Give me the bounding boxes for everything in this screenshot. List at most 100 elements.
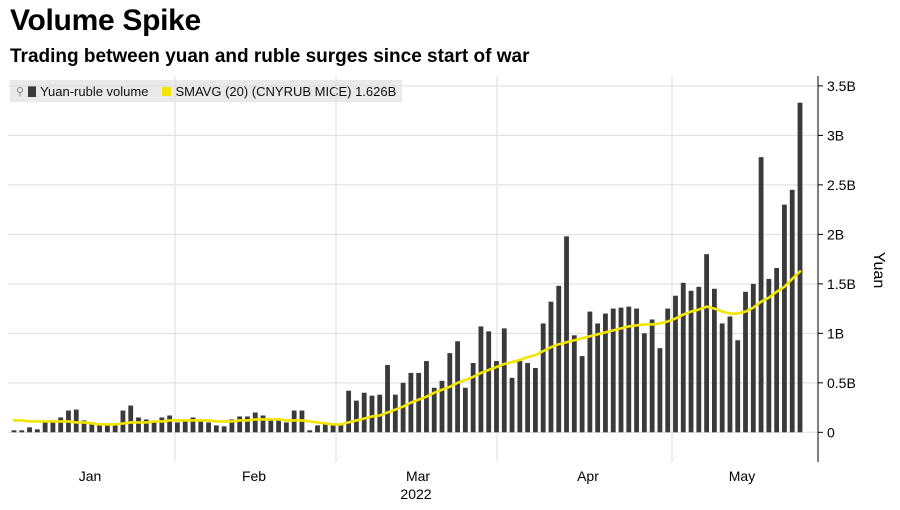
volume-bar	[104, 424, 110, 433]
volume-bar	[564, 236, 569, 433]
volume-bar	[782, 204, 787, 433]
line-swatch-icon	[162, 86, 172, 96]
volume-bar	[97, 424, 103, 433]
y-tick-label: 3B	[827, 127, 844, 143]
y-tick-label: 2.5B	[827, 177, 856, 193]
volume-bar	[322, 424, 328, 433]
volume-bar	[283, 422, 289, 433]
volume-bar	[486, 331, 492, 433]
y-tick-label: 2B	[827, 226, 844, 242]
volume-bar	[377, 394, 383, 433]
volume-bar	[252, 412, 258, 433]
volume-bar	[711, 288, 717, 433]
volume-bar	[237, 416, 243, 433]
volume-bar	[587, 311, 593, 433]
y-axis-label: Yuan	[870, 252, 887, 288]
volume-bar	[268, 420, 274, 433]
volume-bar	[571, 335, 577, 433]
volume-bar	[649, 319, 655, 433]
volume-bar	[665, 308, 671, 433]
volume-bar	[58, 417, 64, 433]
volume-bar	[618, 307, 624, 433]
volume-bar	[361, 392, 367, 433]
volume-bar	[128, 405, 134, 433]
volume-bar	[743, 291, 748, 433]
y-tick-label: 1B	[827, 325, 844, 341]
y-tick-label: 0	[827, 424, 835, 440]
volume-bar	[447, 353, 453, 433]
volume-bar	[330, 423, 336, 433]
volume-bar	[789, 189, 795, 433]
volume-bar	[369, 395, 375, 433]
volume-bar	[385, 365, 390, 433]
volume-bar	[696, 286, 702, 433]
legend-item-smavg: SMAVG (20) (CNYRUB MICE) 1.626B	[162, 84, 396, 99]
y-tick-label: 1.5B	[827, 276, 856, 292]
volume-bar	[354, 400, 359, 433]
volume-bar	[167, 415, 173, 433]
volume-bar	[42, 422, 48, 433]
volume-bar	[245, 416, 250, 433]
volume-bar	[688, 290, 694, 433]
volume-bar	[525, 363, 531, 433]
volume-bar	[750, 283, 756, 433]
volume-bar	[190, 417, 196, 433]
volume-bar	[455, 341, 460, 433]
volume-bar	[112, 423, 118, 433]
volume-bar	[758, 157, 764, 433]
volume-bar	[416, 372, 422, 433]
volume-bar	[478, 326, 484, 433]
volume-bar	[603, 313, 608, 433]
x-tick-label: May	[729, 468, 755, 484]
volume-bar	[159, 417, 165, 433]
volume-bar	[260, 415, 266, 433]
legend-label-smavg: SMAVG (20) (CNYRUB MICE) 1.626B	[175, 83, 397, 99]
volume-bar	[626, 306, 632, 433]
volume-bar	[766, 278, 772, 433]
volume-bar	[221, 426, 227, 433]
sma-line	[12, 270, 802, 426]
volume-bar	[81, 420, 87, 433]
volume-bar	[439, 380, 445, 433]
y-tick-label: 3.5B	[827, 78, 856, 94]
volume-bar	[494, 361, 499, 433]
axes: 0 0.5B 1B 1.5B 2B 2.5B 3B 3.5B Jan Feb Mar Apr May	[79, 76, 856, 484]
x-tick-label: Jan	[79, 468, 102, 484]
volume-bar	[657, 348, 663, 433]
volume-bar	[213, 425, 219, 433]
volume-bar	[673, 295, 678, 433]
chart-subtitle: Trading between yuan and ruble surges si…	[10, 46, 530, 67]
volume-bar	[392, 394, 398, 433]
volume-bar	[797, 102, 803, 433]
volume-bar	[641, 333, 647, 433]
volume-bar	[704, 254, 710, 433]
volume-bar	[556, 285, 562, 433]
volume-bar	[27, 427, 32, 433]
y-tick-label: 0.5B	[827, 375, 856, 391]
volume-bar	[548, 301, 554, 433]
volume-bar	[774, 268, 780, 433]
volume-bar	[73, 409, 79, 433]
volume-bar	[198, 420, 204, 433]
volume-bar	[470, 363, 476, 433]
volume-bar	[182, 419, 188, 433]
legend-item-volume: ⚲ Yuan-ruble volume	[16, 84, 148, 99]
volume-bar	[719, 323, 725, 433]
x-tick-label: Mar	[406, 468, 430, 484]
x-tick-label: Feb	[242, 468, 266, 484]
volume-bar	[595, 323, 601, 433]
volume-bar	[136, 417, 141, 433]
x-axis-year-label: 2022	[400, 486, 431, 502]
sma-line-series	[12, 270, 802, 426]
volume-bar	[19, 430, 25, 433]
volume-bar	[315, 425, 320, 433]
bar-series	[11, 102, 803, 433]
volume-bar	[89, 422, 95, 433]
volume-bar	[50, 420, 56, 433]
legend-label-volume: Yuan-ruble volume	[40, 83, 149, 99]
volume-bar	[175, 422, 180, 433]
volume-bar	[34, 429, 40, 433]
volume-bar	[151, 420, 157, 433]
volume-bar	[143, 419, 149, 433]
volume-bar	[462, 387, 468, 433]
